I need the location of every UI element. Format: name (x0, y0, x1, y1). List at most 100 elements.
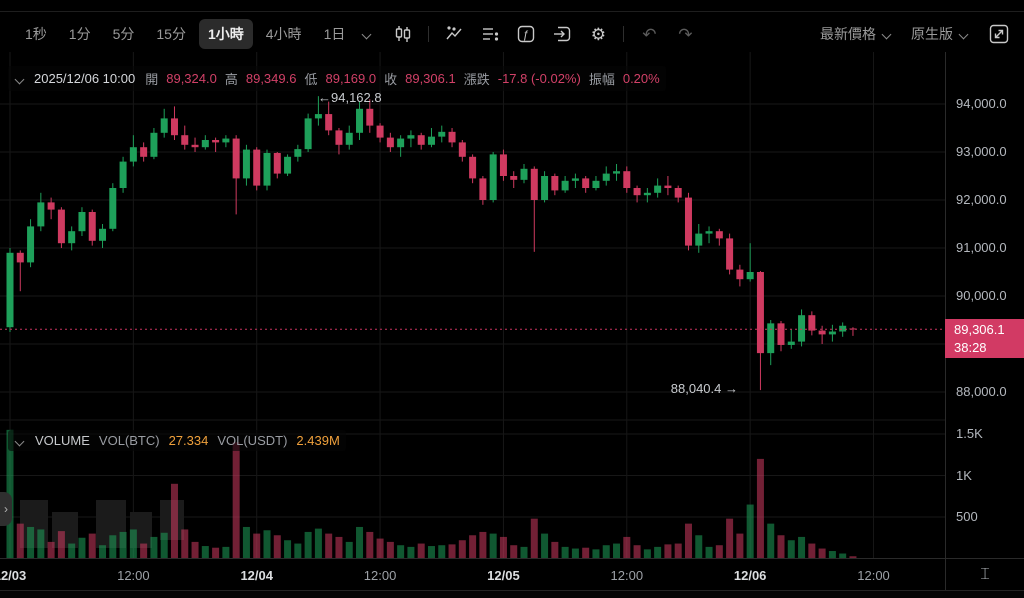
timeframe-button[interactable]: 1分 (68, 26, 91, 42)
timeframe-button[interactable]: 1日 (323, 26, 346, 42)
timeframe-button[interactable]: 1小時 (198, 19, 253, 49)
candle-body (335, 130, 343, 145)
timeframe-button[interactable]: 1秒 (25, 26, 47, 42)
price-scale-adjust-icon[interactable]: ⌶ (980, 565, 990, 583)
volume-pane-header: VOLUME VOL(BTC) 27.334 VOL(USDT) 2.439M (8, 430, 346, 451)
close-label: 收 (384, 72, 398, 87)
candle-body (613, 171, 621, 174)
volume-bar (366, 531, 374, 558)
volume-bar (736, 533, 744, 558)
price-axis-label: 88,000.0 (956, 384, 1007, 399)
candlestick-chart-canvas[interactable] (0, 52, 945, 558)
candle-body (201, 140, 209, 148)
volume-bar (438, 545, 446, 558)
price-axis[interactable]: 94,000.0 93,000.0 92,000.0 91,000.0 90,000.0… (945, 52, 1024, 558)
candle-body (479, 178, 487, 200)
candle-body (756, 272, 764, 354)
volume-bar (808, 543, 816, 558)
volume-bar (160, 532, 168, 558)
candle-body (469, 156, 477, 179)
version-dropdown[interactable]: 原生版 (911, 24, 968, 44)
candle-body (140, 147, 148, 157)
volume-bar (469, 535, 477, 558)
candle-body (304, 118, 312, 150)
candle-body (767, 323, 775, 354)
session-low-value: 88,040.4 (670, 381, 722, 396)
vol-btc-label: VOL(BTC) (98, 433, 160, 448)
candle-body (438, 131, 446, 137)
candle-body (253, 149, 261, 186)
volume-bar (695, 535, 703, 558)
volume-bar (849, 556, 857, 558)
price-axis-label: 91,000.0 (956, 240, 1007, 255)
gear-icon[interactable]: ⚙ (590, 24, 606, 44)
volume-bar (551, 541, 559, 558)
volume-bar (458, 540, 466, 558)
open-label: 開 (145, 72, 159, 87)
undo-icon[interactable]: ↶ (642, 24, 657, 44)
volume-bar (407, 546, 415, 558)
volume-bar (263, 530, 271, 558)
timeframe-button[interactable]: 5分 (112, 26, 135, 42)
candle-body (68, 231, 76, 244)
candle-body (592, 180, 600, 188)
volume-bar (828, 551, 836, 558)
timeframe-button[interactable]: 4小時 (265, 26, 302, 42)
volume-bar (356, 526, 364, 558)
candle-body (150, 132, 158, 157)
timeframe-more-dropdown[interactable] (354, 25, 380, 43)
chevron-down-icon (16, 437, 24, 445)
list-settings-icon[interactable] (479, 23, 501, 45)
candle-body (643, 192, 651, 196)
volume-bar (489, 533, 497, 558)
candle-body (715, 231, 723, 239)
volume-bar (345, 541, 353, 558)
candle-body (181, 135, 189, 145)
fullscreen-icon[interactable] (988, 23, 1010, 45)
volume-bar (715, 545, 723, 558)
indicator-line-icon[interactable] (443, 23, 465, 45)
volume-bar (284, 540, 292, 558)
expand-side-panel-button[interactable]: › (0, 492, 12, 526)
candle-body (232, 138, 240, 179)
save-layout-icon[interactable] (551, 23, 573, 45)
candle-body (294, 149, 302, 157)
volume-bar (99, 545, 107, 558)
collapse-volume-pane-button[interactable] (14, 435, 26, 447)
volume-bar (201, 546, 209, 558)
open-value: 89,324.0 (166, 71, 217, 86)
time-axis[interactable]: 12/03 12:00 12/04 12:00 12/05 12:00 12/06 12:00 (0, 558, 1024, 590)
change-label: 漲跌 (463, 72, 490, 87)
candle-datetime: 2025/12/06 10:00 (34, 71, 136, 86)
volume-bar (664, 544, 672, 558)
redo-icon[interactable]: ↷ (678, 24, 693, 44)
candlestick-icon[interactable] (392, 23, 414, 45)
volume-bar (27, 526, 35, 558)
candle-body (170, 118, 178, 136)
chevron-down-icon (883, 30, 891, 38)
price-mode-dropdown[interactable]: 最新價格 (820, 24, 891, 44)
volume-bar (119, 531, 127, 558)
candle-body (345, 132, 353, 145)
volume-bar (181, 529, 189, 558)
fx-indicator-icon[interactable]: ƒ (515, 23, 537, 45)
volume-bar (674, 543, 682, 558)
candle-body (674, 188, 682, 198)
volume-bar (623, 536, 631, 558)
change-value: -17.8 (-0.02%) (497, 71, 581, 86)
timeframe-button[interactable]: 15分 (156, 26, 186, 42)
price-axis-label: 92,000.0 (956, 192, 1007, 207)
candle-body (160, 118, 168, 133)
candle-body (705, 231, 713, 234)
volume-bar (520, 546, 528, 558)
volume-bar (510, 545, 518, 558)
volume-bar (335, 536, 343, 558)
volume-bar (777, 535, 785, 558)
candle-body (314, 114, 322, 119)
candle-body (366, 108, 374, 126)
collapse-price-pane-button[interactable] (14, 73, 26, 85)
volume-bar (57, 531, 65, 558)
candle-body (325, 114, 333, 131)
watermark-block (52, 512, 78, 548)
candle-body (27, 226, 35, 263)
